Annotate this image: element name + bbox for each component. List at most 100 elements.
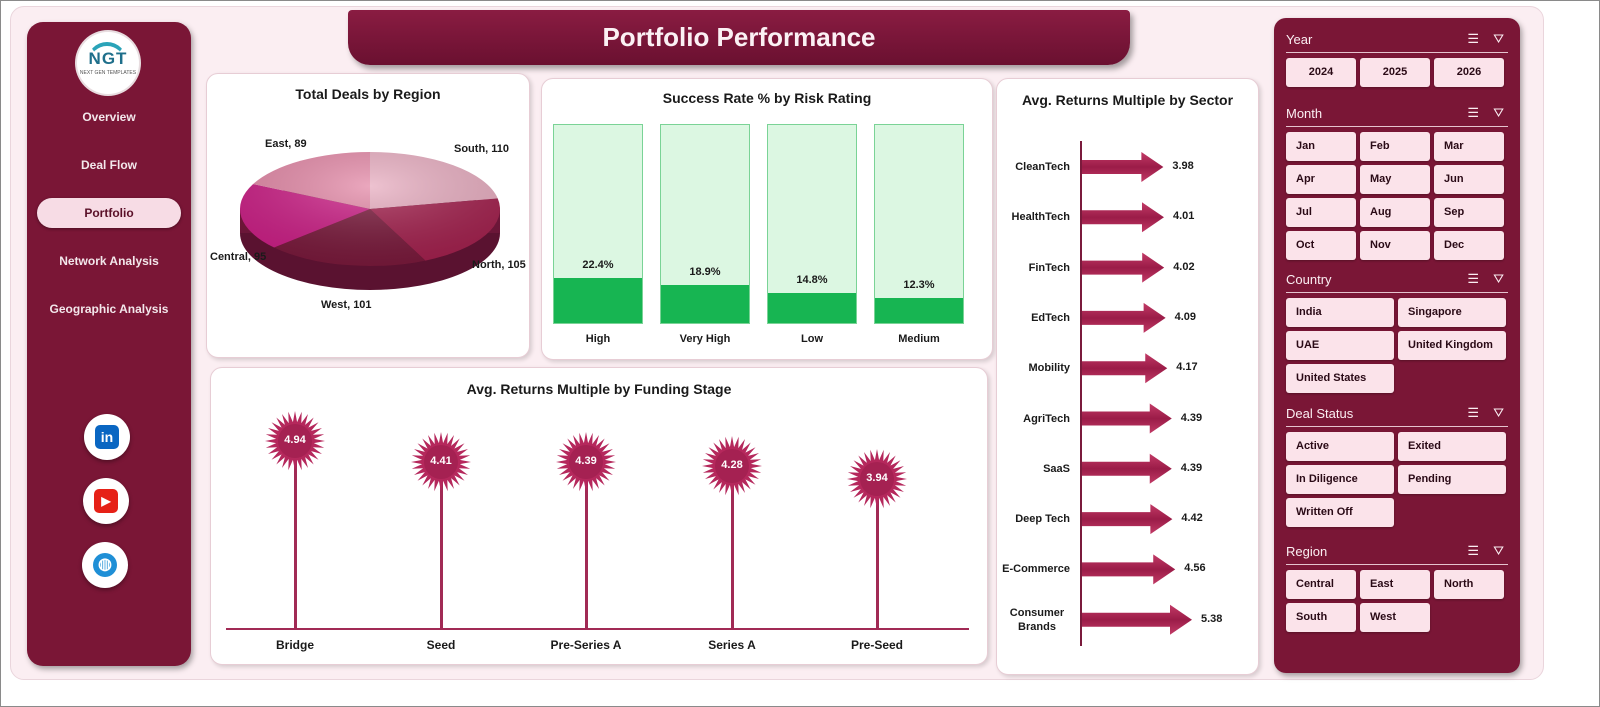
youtube-icon: ▶	[94, 489, 118, 513]
slicer-option[interactable]: West	[1360, 603, 1430, 632]
risk-bar-value-label: 22.4%	[582, 259, 614, 272]
stage-stem	[731, 466, 734, 628]
linkedin-button[interactable]: in	[84, 414, 130, 460]
clear-filter-icon[interactable]: ⛛	[1493, 105, 1504, 120]
slicer-option[interactable]: Aug	[1360, 198, 1430, 227]
slicer-option[interactable]: Pending	[1398, 465, 1506, 494]
sector-arrow-fintech[interactable]	[1082, 252, 1165, 283]
stage-starburst-marker[interactable]	[554, 430, 618, 494]
sector-value-label: 4.09	[1174, 310, 1197, 323]
slicer-option[interactable]: Oct	[1286, 231, 1356, 260]
slicer-option[interactable]: Jul	[1286, 198, 1356, 227]
sector-category-label: EdTech	[1031, 311, 1070, 324]
sector-arrow-chart	[1082, 152, 1192, 635]
slicer-option[interactable]: Jan	[1286, 132, 1356, 161]
slicer-option[interactable]: Mar	[1434, 132, 1504, 161]
slicer-icons: ☰ ⛛	[1453, 543, 1504, 559]
sector-arrow-deep-tech[interactable]	[1082, 504, 1173, 535]
slicer-option[interactable]: Central	[1286, 570, 1356, 599]
linkedin-icon: in	[95, 425, 119, 449]
risk-bar-category-label: Very High	[679, 333, 731, 345]
stage-category-label: Seed	[426, 638, 456, 652]
slicer-option[interactable]: South	[1286, 603, 1356, 632]
multi-select-icon[interactable]: ☰	[1467, 31, 1480, 46]
stage-starburst-marker[interactable]	[700, 434, 764, 498]
multi-select-icon[interactable]: ☰	[1467, 543, 1480, 558]
sector-arrow-healthtech[interactable]	[1082, 202, 1164, 233]
slicer-option[interactable]: Feb	[1360, 132, 1430, 161]
slicer-option[interactable]: Active	[1286, 432, 1394, 461]
slicer-option[interactable]: Sep	[1434, 198, 1504, 227]
stage-stem	[585, 462, 588, 628]
slicer-option[interactable]: May	[1360, 165, 1430, 194]
sector-category-label: CleanTech	[1015, 161, 1070, 173]
multi-select-icon[interactable]: ☰	[1467, 271, 1480, 286]
youtube-button[interactable]: ▶	[83, 478, 129, 524]
sector-value-label: 4.39	[1180, 411, 1203, 424]
sector-arrow-edtech[interactable]	[1082, 302, 1166, 333]
multi-select-icon[interactable]: ☰	[1467, 105, 1480, 120]
slicer-option[interactable]: India	[1286, 298, 1394, 327]
slicer-option[interactable]: In Diligence	[1286, 465, 1394, 494]
slicer-option[interactable]: Nov	[1360, 231, 1430, 260]
stage-category-label: Bridge	[275, 638, 314, 652]
stage-stem	[440, 461, 443, 628]
sector-category-label: SaaS	[1043, 462, 1070, 475]
risk-bar-category-label: High	[585, 333, 611, 345]
sector-arrow-e-commerce[interactable]	[1082, 554, 1176, 585]
slicer-option[interactable]: East	[1360, 570, 1430, 599]
slicer-option[interactable]: United Kingdom	[1398, 331, 1506, 360]
nav-item-overview[interactable]: Overview	[82, 110, 136, 124]
risk-bar-high[interactable]	[553, 124, 643, 324]
clear-filter-icon[interactable]: ⛛	[1493, 271, 1504, 286]
risk-bar-very-high[interactable]	[660, 124, 750, 324]
slicer-option[interactable]: Written Off	[1286, 498, 1394, 527]
slicer-option[interactable]: Singapore	[1398, 298, 1506, 327]
nav-item-deal-flow[interactable]: Deal Flow	[80, 158, 137, 172]
stage-stem	[294, 441, 297, 628]
slicer-option[interactable]: Dec	[1434, 231, 1504, 260]
sector-arrow-mobility[interactable]	[1082, 353, 1168, 384]
sector-axis-line	[1080, 141, 1082, 646]
slicer-option[interactable]: 2025	[1360, 58, 1430, 87]
slicer-option[interactable]: North	[1434, 570, 1504, 599]
region-pie-chart	[240, 152, 500, 290]
stage-starburst-marker[interactable]	[845, 447, 909, 511]
logo-subtext: NEXT GEN TEMPLATES	[79, 70, 137, 76]
slicer-option[interactable]: Jun	[1434, 165, 1504, 194]
nav-item-geographic-analysis[interactable]: Geographic Analysis	[49, 302, 169, 316]
slicer-icons: ☰ ⛛	[1453, 405, 1504, 421]
sector-arrow-cleantech[interactable]	[1082, 152, 1164, 182]
website-button[interactable]: ◍	[82, 542, 128, 588]
risk-bar-fill	[875, 298, 963, 323]
stage-starburst-marker[interactable]	[263, 409, 327, 473]
slicer-option[interactable]: UAE	[1286, 331, 1394, 360]
sector-value-label: 4.56	[1184, 562, 1206, 575]
clear-filter-icon[interactable]: ⛛	[1493, 31, 1504, 46]
risk-bar-medium[interactable]	[874, 124, 964, 324]
stage-stem	[876, 479, 879, 628]
sector-arrow-agritech[interactable]	[1082, 403, 1172, 434]
nav-item-network-analysis[interactable]: Network Analysis	[59, 254, 159, 268]
pie-label-east: East, 89	[265, 138, 307, 150]
ngt-logo[interactable]: NGT NEXT GEN TEMPLATES	[77, 32, 139, 94]
slicer-option[interactable]: Apr	[1286, 165, 1356, 194]
slicer-option[interactable]: Exited	[1398, 432, 1506, 461]
sector-value-label: 4.39	[1180, 461, 1203, 474]
risk-bar-category-label: Low	[801, 333, 823, 345]
risk-chart-title: Success Rate % by Risk Rating	[662, 90, 872, 106]
sector-category-label: FinTech	[1028, 261, 1070, 274]
sector-chart-title: Avg. Returns Multiple by Sector	[1021, 92, 1234, 108]
nav-item-portfolio[interactable]: Portfolio	[37, 198, 181, 228]
clear-filter-icon[interactable]: ⛛	[1493, 405, 1504, 420]
risk-bar-fill	[554, 278, 642, 323]
stage-starburst-marker[interactable]	[409, 430, 473, 494]
sector-arrow-saas[interactable]	[1082, 453, 1172, 484]
risk-bar-low[interactable]	[767, 124, 857, 324]
sector-arrow-consumer-brands[interactable]	[1082, 604, 1192, 635]
clear-filter-icon[interactable]: ⛛	[1493, 543, 1504, 558]
multi-select-icon[interactable]: ☰	[1467, 405, 1480, 420]
slicer-option[interactable]: 2026	[1434, 58, 1504, 87]
slicer-option[interactable]: 2024	[1286, 58, 1356, 87]
slicer-option[interactable]: United States	[1286, 364, 1394, 393]
